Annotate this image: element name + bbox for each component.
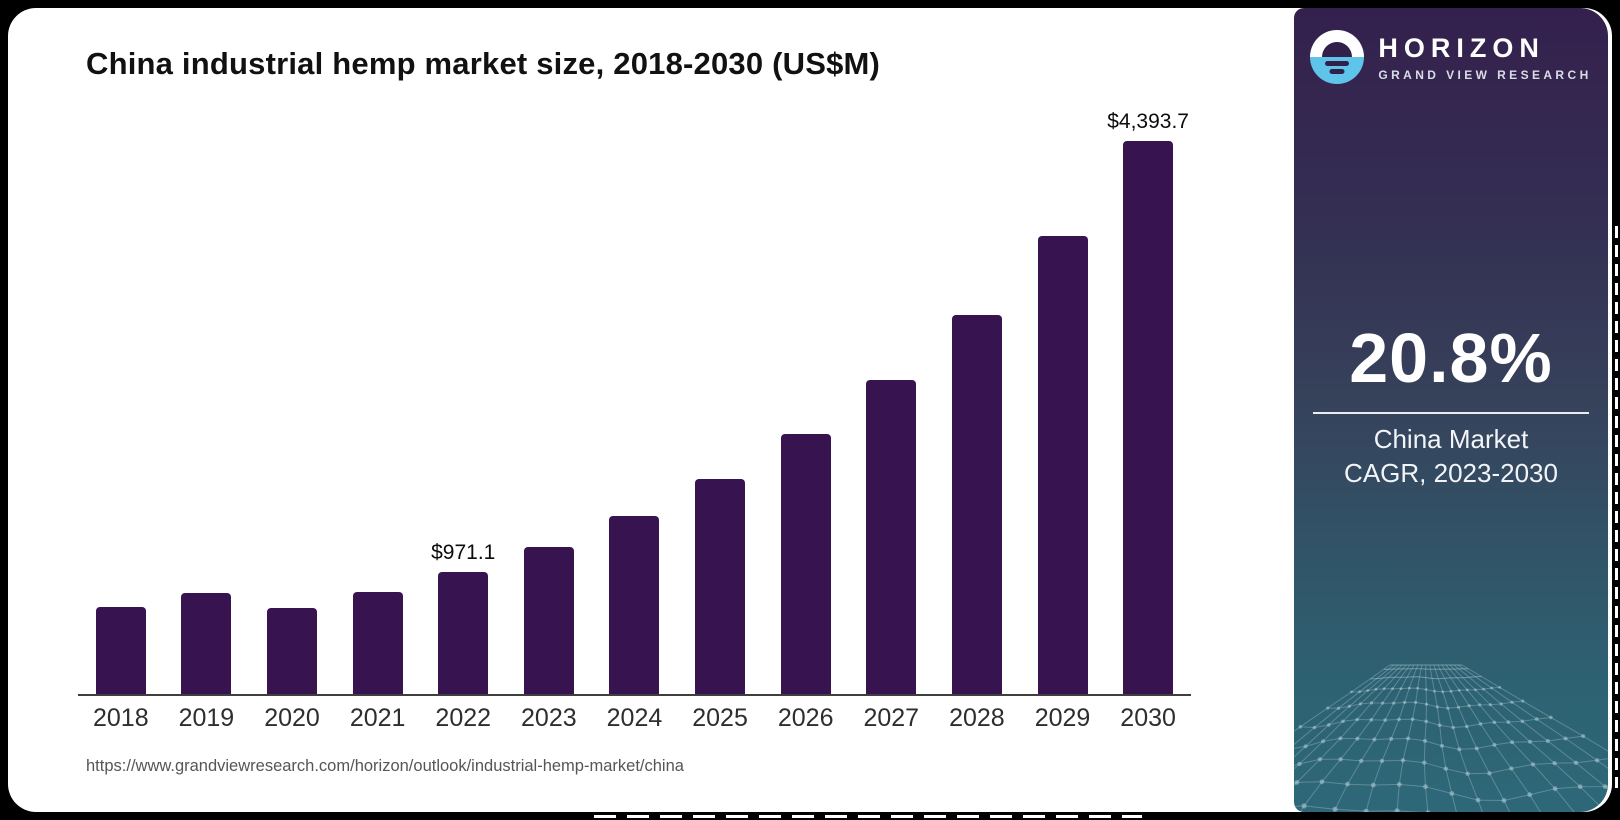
x-tick-2023: 2023	[521, 704, 577, 732]
bar-slot-2025	[677, 100, 763, 694]
x-tick-2018: 2018	[92, 704, 149, 732]
chart-title: China industrial hemp market size, 2018-…	[86, 46, 881, 81]
x-tick-2021: 2021	[349, 704, 406, 732]
bottom-edge-dashes	[594, 815, 1142, 818]
horizon-logo-icon	[1310, 30, 1365, 84]
bar-2021	[352, 592, 403, 694]
bar-2022	[438, 572, 489, 694]
bar-2020	[267, 608, 318, 694]
bar-2029	[1037, 236, 1088, 694]
cagr-label-line2: CAGR, 2023-2030	[1344, 458, 1558, 488]
bar-slot-2020	[249, 100, 335, 694]
x-tick-2026: 2026	[777, 704, 834, 732]
bar-2027	[866, 380, 917, 694]
x-tick-2025: 2025	[692, 704, 748, 732]
mesh-graphic	[1294, 664, 1608, 812]
brand-name: HORIZON	[1378, 32, 1545, 63]
bar-2028	[951, 315, 1002, 694]
brand-panel: HORIZON GRAND VIEW RESEARCH 20.8% China …	[1294, 8, 1608, 812]
bar-slot-2026	[763, 100, 849, 694]
bar-2024	[609, 516, 660, 694]
bar-slot-2022: $971.1	[420, 100, 506, 694]
x-tick-2024: 2024	[606, 704, 663, 732]
logo-horizon-line-2	[1329, 69, 1345, 74]
bar-slot-2019	[164, 100, 250, 694]
source-url: https://www.grandviewresearch.com/horizo…	[86, 757, 684, 775]
chart-plot: $971.1 $4,393.7	[78, 100, 1191, 694]
logo-sun-dome	[1322, 42, 1353, 57]
cagr-value: 20.8%	[1349, 319, 1553, 397]
bar-slot-2024	[592, 100, 678, 694]
bar-2019	[181, 593, 232, 694]
brand-header: HORIZON GRAND VIEW RESEARCH	[1294, 28, 1608, 86]
x-tick-2022: 2022	[435, 704, 492, 732]
x-tick-2019: 2019	[178, 704, 235, 732]
wireframe-mesh	[1294, 662, 1608, 812]
cagr-label-line1: China Market	[1373, 424, 1529, 454]
bar-slot-2023	[506, 100, 592, 694]
bar-2018	[95, 607, 146, 694]
x-tick-2027: 2027	[863, 704, 920, 732]
bar-2025	[695, 479, 746, 694]
bar-slot-2030: $4,393.7	[1105, 100, 1191, 694]
bar-slot-2027	[848, 100, 934, 694]
x-axis-labels: 2018 2019 2020 2021 2022 2023 2024 2025 2026 2027…	[78, 704, 1191, 733]
logo-horizon-line-1	[1325, 61, 1350, 66]
bar-2030	[1123, 141, 1174, 694]
bar-slot-2021	[335, 100, 421, 694]
chart-card: China industrial hemp market size, 2018-…	[8, 8, 1612, 812]
x-axis-line	[78, 694, 1191, 696]
stat-divider	[1313, 412, 1589, 414]
bar-slot-2018	[78, 100, 164, 694]
brand-text: HORIZON GRAND VIEW RESEARCH	[1378, 33, 1591, 82]
x-tick-2020: 2020	[264, 704, 320, 732]
bar-slot-2029	[1020, 100, 1106, 694]
bar-slot-2028	[934, 100, 1020, 694]
bar-2023	[523, 547, 574, 694]
bar-value-label-2022: $971.1	[431, 541, 496, 564]
brand-subtitle: GRAND VIEW RESEARCH	[1378, 67, 1592, 82]
x-tick-2028: 2028	[949, 704, 1005, 732]
x-tick-2030: 2030	[1120, 704, 1176, 732]
bar-2026	[780, 434, 831, 694]
right-edge-dashes	[1615, 226, 1618, 788]
x-tick-2029: 2029	[1034, 704, 1091, 732]
bar-value-label-2030: $4,393.7	[1107, 110, 1189, 133]
